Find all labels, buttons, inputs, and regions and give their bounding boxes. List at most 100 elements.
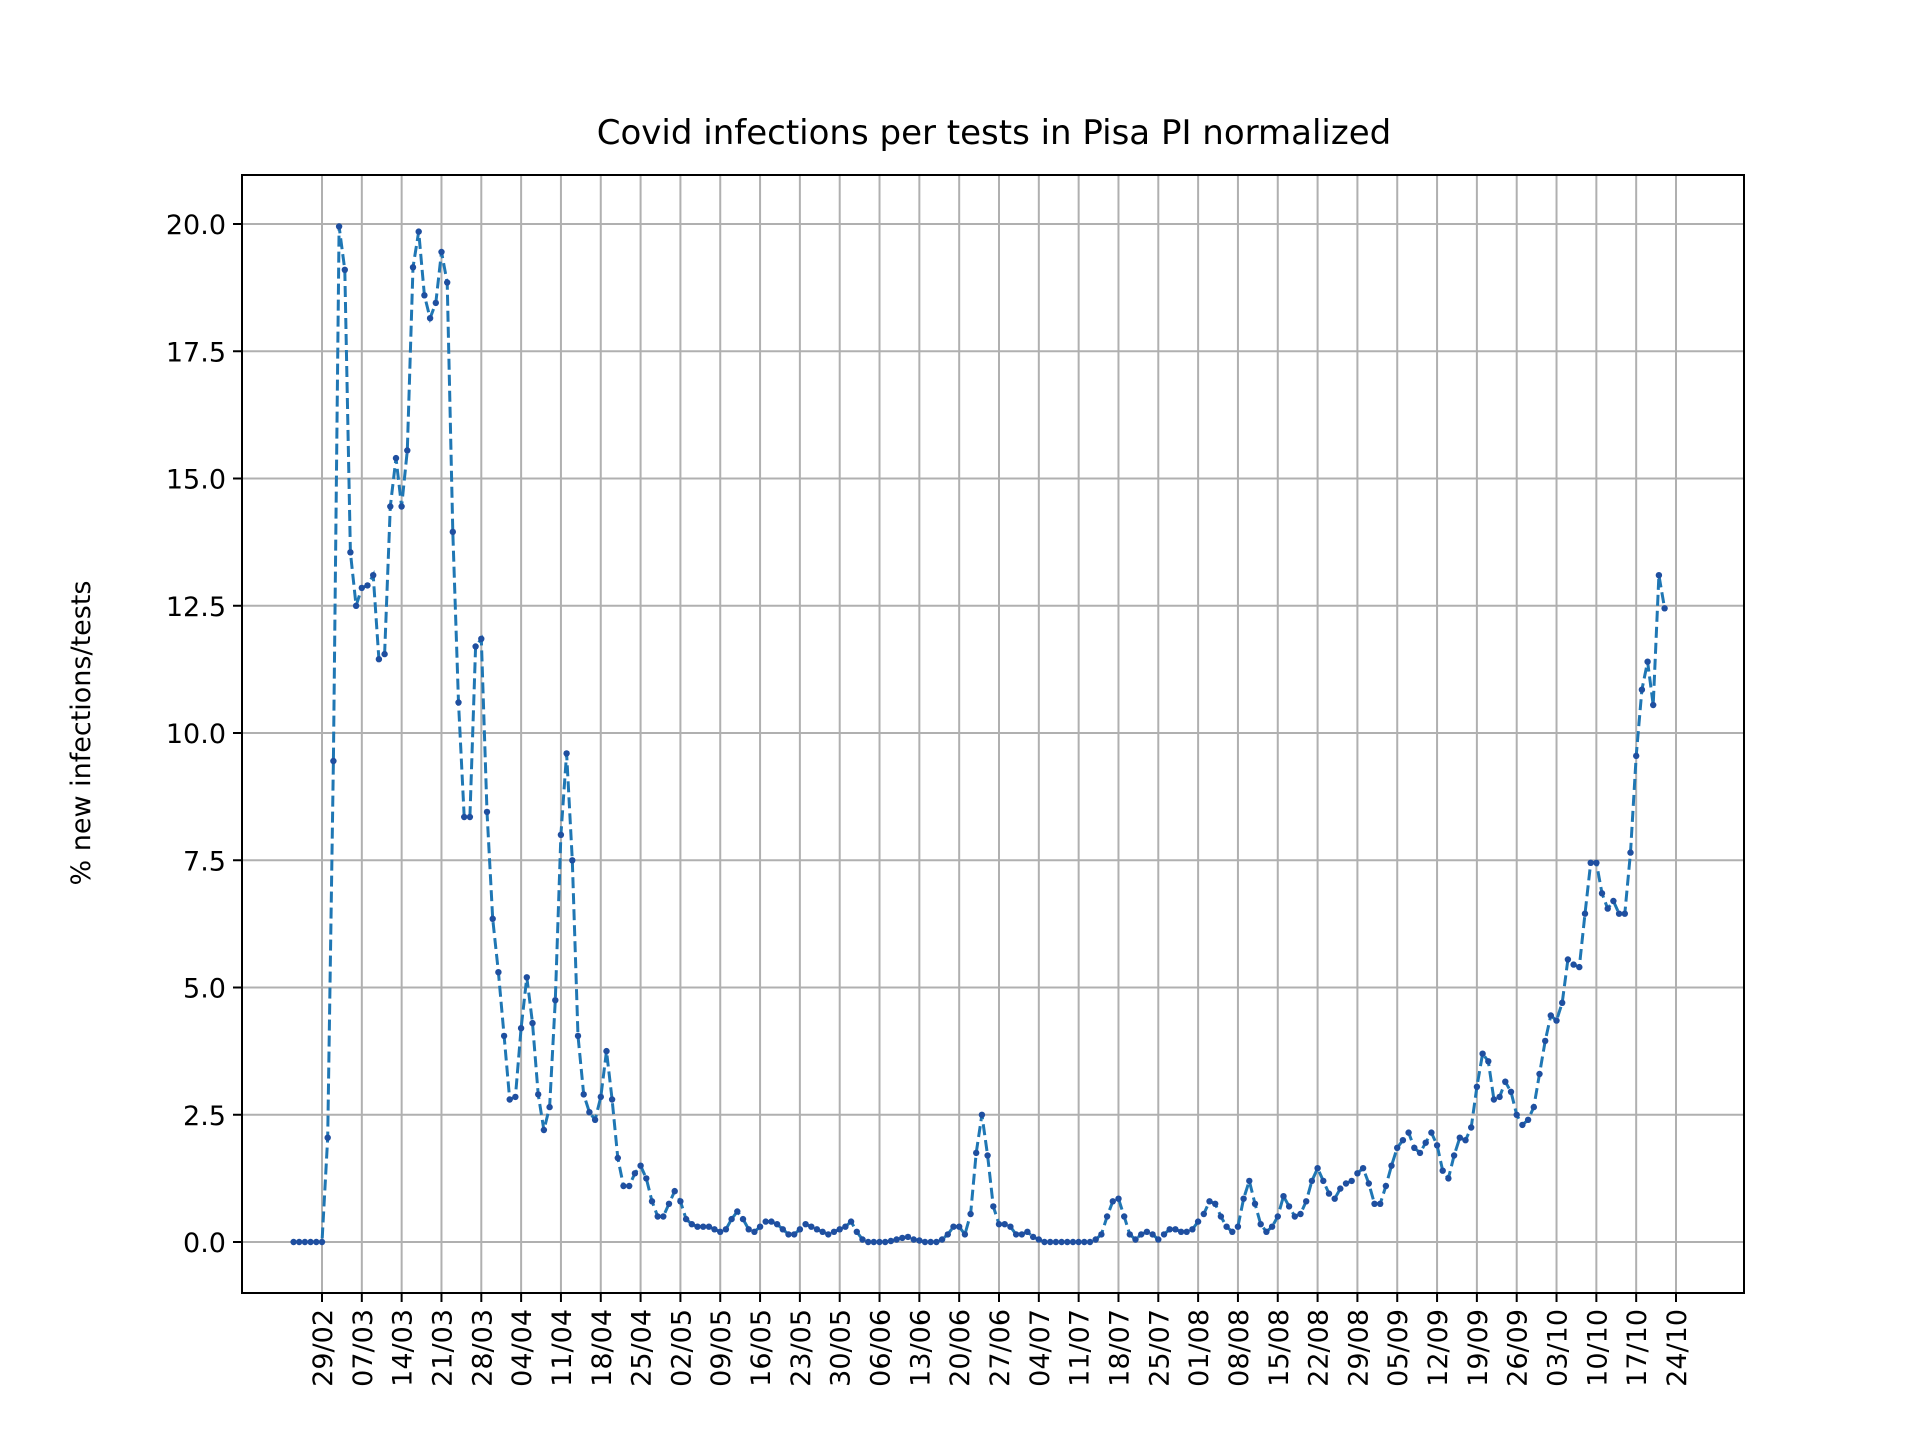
data-point [768,1218,775,1225]
data-point [1342,1180,1350,1187]
data-point [1661,605,1668,612]
data-point [444,279,451,286]
data-point [984,1152,991,1159]
data-point [1542,1037,1549,1045]
x-tick-label: 22/08 [1304,1309,1335,1387]
x-tick-label: 25/04 [627,1309,658,1387]
data-point [614,1154,621,1162]
data-point [643,1175,650,1182]
data-point [847,1218,855,1225]
data-point [1058,1238,1065,1246]
data-point [916,1237,923,1244]
data-point [352,602,360,609]
data-point [830,1228,838,1236]
data-point [1559,999,1566,1006]
data-point [1359,1165,1367,1172]
data-point [1450,1152,1458,1159]
y-tick-label: 10.0 [166,719,226,750]
y-tick-label: 17.5 [166,337,226,368]
data-point [705,1223,713,1230]
data-point [1126,1231,1134,1238]
y-tick-label: 7.5 [183,846,226,877]
data-point [1633,752,1640,760]
data-point [1593,859,1600,866]
data-point [603,1047,610,1055]
x-tick-label: 18/04 [587,1309,618,1387]
data-point [546,1103,553,1111]
x-tick-label: 28/03 [467,1309,498,1387]
data-point [1047,1238,1054,1246]
data-point [1291,1213,1299,1220]
data-point [478,635,485,642]
data-point [307,1238,314,1246]
data-point [870,1238,877,1246]
data-point [1439,1167,1446,1174]
data-point [961,1231,969,1238]
data-point [1650,701,1657,709]
x-tick-label: 11/07 [1065,1309,1096,1387]
data-point [1132,1236,1139,1243]
data-point [762,1218,769,1225]
data-point [1627,849,1634,856]
data-point [1337,1185,1344,1192]
data-point [608,1096,616,1103]
data-point [1149,1231,1156,1238]
data-point [1354,1170,1361,1177]
data-point [944,1231,951,1238]
data-point [1138,1231,1145,1238]
x-tick-label: 08/08 [1224,1309,1255,1387]
data-point [1024,1228,1031,1236]
data-point [938,1236,946,1243]
data-point [1251,1200,1259,1208]
grid-lines [242,175,1744,1293]
data-point [967,1210,974,1218]
x-tick-label: 12/09 [1423,1309,1454,1387]
y-tick-label: 2.5 [183,1101,226,1132]
data-point [1610,897,1617,905]
data-point [1098,1231,1105,1238]
data-point [973,1149,980,1157]
data-point [438,248,445,256]
data-point [1325,1190,1333,1197]
data-point [1274,1213,1282,1220]
data-point [296,1238,303,1246]
data-point [1285,1203,1293,1210]
data-point [1598,890,1606,897]
data-point [1052,1238,1060,1246]
data-point [557,831,565,838]
data-point [1564,956,1572,963]
data-point [876,1238,883,1246]
data-point [802,1221,809,1228]
y-tick-label: 20.0 [166,210,226,241]
data-point [591,1116,599,1124]
data-point [1530,1103,1538,1111]
data-point [813,1226,821,1233]
x-axis-ticks: 29/02 07/03 14/03 21/03 28/03 04/04 11/04 18/04… [308,1293,1693,1387]
data-point [1587,859,1594,866]
data-point [563,750,570,757]
data-point [1428,1129,1435,1136]
data-point [1194,1218,1202,1225]
data-point [995,1221,1003,1228]
data-point [398,503,405,510]
data-point [637,1162,644,1169]
data-point [1388,1162,1395,1169]
x-tick-label: 05/09 [1383,1309,1414,1387]
data-point [404,447,411,454]
data-point [956,1223,963,1230]
x-tick-label: 15/08 [1264,1309,1295,1387]
data-point [1615,910,1623,917]
data-point [1229,1228,1236,1236]
data-point [489,915,496,922]
data-point [1405,1129,1412,1136]
data-point [1217,1213,1225,1220]
y-tick-label: 5.0 [183,974,226,1005]
data-point [791,1231,798,1238]
data-point [1365,1180,1373,1187]
data-point [1234,1223,1242,1230]
x-tick-label: 16/05 [746,1309,777,1387]
data-point [370,572,377,579]
data-point [455,699,462,706]
x-tick-label: 01/08 [1184,1309,1215,1387]
